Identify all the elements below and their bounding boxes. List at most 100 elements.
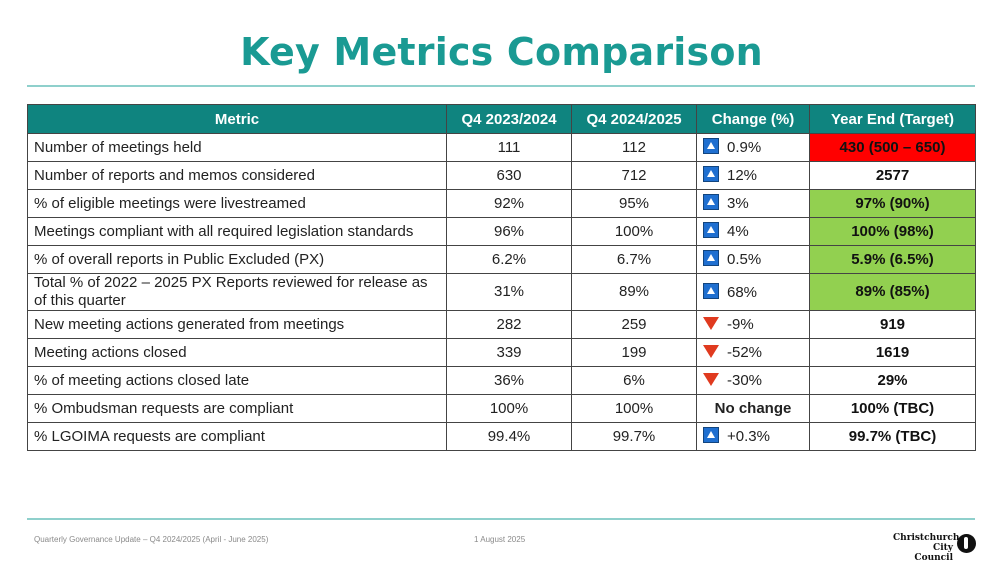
council-logo: Christchurch City Council bbox=[893, 533, 977, 563]
q4-2024-2025-cell: 199 bbox=[571, 338, 697, 367]
metric-name-cell: % of eligible meetings were livestreamed bbox=[27, 189, 447, 218]
table-row: % Ombudsman requests are compliant 100% 10… bbox=[27, 394, 976, 423]
year-end-target-cell: 89% (85%) bbox=[809, 273, 976, 311]
change-cell: -52% bbox=[696, 338, 810, 367]
change-value: 68% bbox=[727, 283, 758, 301]
q4-2023-2024-cell: 99.4% bbox=[446, 422, 572, 451]
q4-2023-2024-cell: 100% bbox=[446, 394, 572, 423]
change-value: -52% bbox=[727, 343, 763, 361]
metric-name-cell: Total % of 2022 – 2025 PX Reports review… bbox=[27, 273, 447, 311]
column-header-q4-2023-2024: Q4 2023/2024 bbox=[446, 104, 572, 134]
change-cell: 4% bbox=[696, 217, 810, 246]
column-header-metric: Metric bbox=[27, 104, 447, 134]
table-row: New meeting actions generated from meeti… bbox=[27, 310, 976, 339]
logo-line-1: Christchurch bbox=[893, 533, 960, 543]
metric-name-cell: % of meeting actions closed late bbox=[27, 366, 447, 395]
q4-2024-2025-cell: 259 bbox=[571, 310, 697, 339]
q4-2023-2024-cell: 282 bbox=[446, 310, 572, 339]
table-row: Meeting actions closed 339 199 -52% 1619 bbox=[27, 338, 976, 367]
change-cell: 12% bbox=[696, 161, 810, 190]
arrow-up-icon bbox=[703, 166, 719, 182]
footer-report-title: Quarterly Governance Update – Q4 2024/20… bbox=[34, 535, 269, 544]
q4-2024-2025-cell: 89% bbox=[571, 273, 697, 311]
q4-2023-2024-cell: 630 bbox=[446, 161, 572, 190]
table-row: Number of reports and memos considered 63… bbox=[27, 161, 976, 190]
logo-text: Christchurch City Council bbox=[893, 533, 960, 563]
change-value: -30% bbox=[727, 371, 763, 389]
table-row: Meetings compliant with all required leg… bbox=[27, 217, 976, 246]
title-divider bbox=[27, 85, 975, 87]
year-end-target-cell: 430 (500 – 650) bbox=[809, 133, 976, 162]
change-value: No change bbox=[714, 399, 792, 417]
q4-2023-2024-cell: 36% bbox=[446, 366, 572, 395]
table-body: Number of meetings held 111 112 0.9% 430 (50… bbox=[27, 133, 976, 451]
column-header-year-end-target: Year End (Target) bbox=[809, 104, 976, 134]
column-header-change: Change (%) bbox=[696, 104, 810, 134]
q4-2024-2025-cell: 6% bbox=[571, 366, 697, 395]
arrow-down-icon bbox=[703, 372, 719, 386]
arrow-up-icon bbox=[703, 194, 719, 210]
q4-2024-2025-cell: 6.7% bbox=[571, 245, 697, 274]
metric-name-cell: Number of reports and memos considered bbox=[27, 161, 447, 190]
column-header-q4-2024-2025: Q4 2024/2025 bbox=[571, 104, 697, 134]
change-cell: -30% bbox=[696, 366, 810, 395]
year-end-target-cell: 5.9% (6.5%) bbox=[809, 245, 976, 274]
metric-name-cell: % of overall reports in Public Excluded … bbox=[27, 245, 447, 274]
year-end-target-cell: 2577 bbox=[809, 161, 976, 190]
q4-2024-2025-cell: 100% bbox=[571, 217, 697, 246]
table-row: Total % of 2022 – 2025 PX Reports review… bbox=[27, 273, 976, 311]
change-value: +0.3% bbox=[727, 428, 770, 445]
q4-2023-2024-cell: 31% bbox=[446, 273, 572, 311]
q4-2024-2025-cell: 712 bbox=[571, 161, 697, 190]
arrow-up-icon bbox=[703, 282, 719, 299]
change-cell: 0.9% bbox=[696, 133, 810, 162]
q4-2024-2025-cell: 95% bbox=[571, 189, 697, 218]
metrics-table: Metric Q4 2023/2024 Q4 2024/2025 Change … bbox=[27, 104, 976, 451]
q4-2023-2024-cell: 339 bbox=[446, 338, 572, 367]
table-row: % of eligible meetings were livestreamed… bbox=[27, 189, 976, 218]
change-value: 12% bbox=[727, 167, 758, 184]
page-title: Key Metrics Comparison bbox=[240, 30, 763, 74]
metric-name-cell: New meeting actions generated from meeti… bbox=[27, 310, 447, 339]
metric-name-cell: % Ombudsman requests are compliant bbox=[27, 394, 447, 423]
change-value: 3% bbox=[727, 195, 749, 212]
footer-divider bbox=[27, 518, 975, 520]
year-end-target-cell: 99.7% (TBC) bbox=[809, 422, 976, 451]
change-cell: 68% bbox=[696, 273, 810, 311]
metric-name-cell: Number of meetings held bbox=[27, 133, 447, 162]
change-value: 0.5% bbox=[727, 251, 762, 268]
change-value: 4% bbox=[727, 223, 749, 240]
year-end-target-cell: 29% bbox=[809, 366, 976, 395]
table-row: % of meeting actions closed late 36% 6% -30… bbox=[27, 366, 976, 395]
arrow-up-icon bbox=[703, 138, 719, 154]
metric-name-cell: Meetings compliant with all required leg… bbox=[27, 217, 447, 246]
table-row: % LGOIMA requests are compliant 99.4% 99.7… bbox=[27, 422, 976, 451]
change-value: 0.9% bbox=[727, 139, 762, 156]
arrow-up-icon bbox=[703, 427, 719, 443]
year-end-target-cell: 919 bbox=[809, 310, 976, 339]
year-end-target-cell: 1619 bbox=[809, 338, 976, 367]
change-value: -9% bbox=[727, 315, 754, 333]
year-end-target-cell: 100% (TBC) bbox=[809, 394, 976, 423]
q4-2023-2024-cell: 96% bbox=[446, 217, 572, 246]
arrow-up-icon bbox=[703, 250, 719, 266]
table-row: % of overall reports in Public Excluded … bbox=[27, 245, 976, 274]
q4-2023-2024-cell: 6.2% bbox=[446, 245, 572, 274]
q4-2024-2025-cell: 100% bbox=[571, 394, 697, 423]
metric-name-cell: Meeting actions closed bbox=[27, 338, 447, 367]
year-end-target-cell: 97% (90%) bbox=[809, 189, 976, 218]
metric-name-cell: % LGOIMA requests are compliant bbox=[27, 422, 447, 451]
logo-mark-icon bbox=[957, 534, 976, 553]
q4-2024-2025-cell: 112 bbox=[571, 133, 697, 162]
arrow-down-icon bbox=[703, 316, 719, 330]
change-cell: 3% bbox=[696, 189, 810, 218]
q4-2023-2024-cell: 111 bbox=[446, 133, 572, 162]
q4-2023-2024-cell: 92% bbox=[446, 189, 572, 218]
year-end-target-cell: 100% (98%) bbox=[809, 217, 976, 246]
q4-2024-2025-cell: 99.7% bbox=[571, 422, 697, 451]
change-cell: No change bbox=[696, 394, 810, 423]
arrow-down-icon bbox=[703, 344, 719, 358]
change-cell: -9% bbox=[696, 310, 810, 339]
change-cell: 0.5% bbox=[696, 245, 810, 274]
arrow-up-icon bbox=[703, 222, 719, 238]
